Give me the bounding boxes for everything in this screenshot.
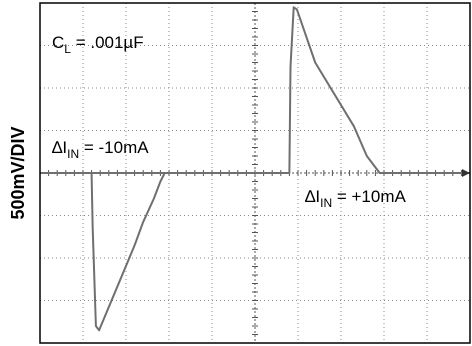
capacitance-symbol: C bbox=[52, 33, 64, 52]
step-down-annotation: ∆IIN = -10mA bbox=[52, 138, 149, 161]
scope-frame bbox=[39, 2, 471, 344]
trace-step-down bbox=[40, 172, 255, 332]
step-down-symbol: ∆I bbox=[52, 138, 67, 157]
capacitance-subscript: L bbox=[64, 42, 71, 56]
step-up-subscript: IN bbox=[320, 196, 332, 210]
step-down-value: = -10mA bbox=[79, 138, 149, 157]
scope-traces bbox=[40, 6, 470, 332]
capacitance-value: = .001µF bbox=[71, 33, 144, 52]
step-down-subscript: IN bbox=[67, 147, 79, 161]
trace-step-up bbox=[40, 6, 470, 174]
trigger-level-marker bbox=[462, 169, 470, 177]
scope-grid bbox=[40, 3, 470, 343]
step-up-value: = +10mA bbox=[332, 187, 406, 206]
capacitance-annotation: CL = .001µF bbox=[52, 33, 144, 56]
step-up-symbol: ∆I bbox=[305, 187, 320, 206]
y-axis-label: 500mV/DIV bbox=[8, 126, 28, 219]
step-up-annotation: ∆IIN = +10mA bbox=[305, 187, 406, 210]
